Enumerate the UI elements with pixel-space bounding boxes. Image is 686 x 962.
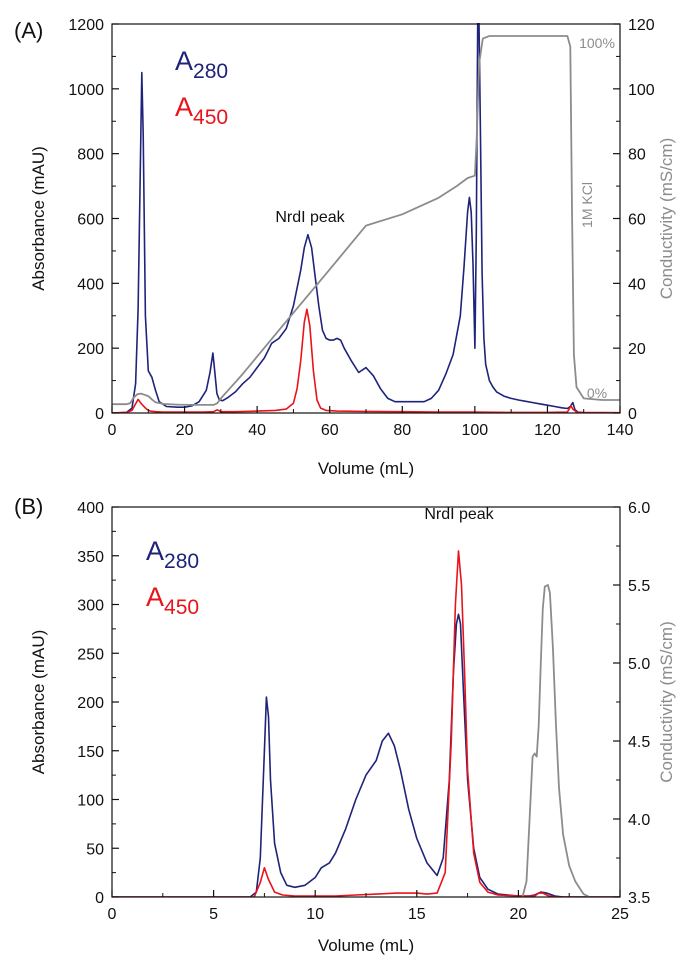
panel-a-series-a280	[112, 23, 620, 413]
panel-b-x-axis-label: Volume (mL)	[318, 936, 414, 955]
panel-b-panel-label: (B)	[14, 494, 43, 519]
panel-a-y-tick-label: 0	[95, 406, 104, 423]
panel-a-max-label: 100%	[579, 35, 615, 51]
panel-a-peak-label: NrdI peak	[275, 209, 345, 226]
panel-a-x-tick-label: 40	[248, 422, 266, 439]
panel-b-y-tick-label: 0	[95, 890, 104, 907]
panel-a-y-tick-label: 600	[77, 212, 104, 229]
panel-a-panel-label: (A)	[14, 18, 43, 43]
panel-b-series-a280	[112, 613, 620, 897]
panel-b-y-tick-label: 150	[77, 744, 104, 761]
panel-a-y2-axis-label: Conductivity (mS/cm)	[657, 138, 676, 300]
panel-a-y2-tick-label: 20	[628, 341, 646, 358]
panel-a-legend-main: A	[175, 46, 193, 76]
panel-a-x-tick-label: 60	[321, 422, 339, 439]
panel-a-y2-tick-label: 60	[628, 212, 646, 229]
panel-a-legend-main: A	[175, 92, 193, 122]
panel-a-y-tick-label: 1200	[68, 17, 104, 34]
panel-a-y-axis-label: Absorbance (mAU)	[29, 146, 48, 291]
panel-b-y-axis-label: Absorbance (mAU)	[29, 630, 48, 775]
panel-a-y2-tick-label: 100	[628, 82, 655, 99]
panel-b-series-conductivity	[521, 584, 590, 897]
panel-a-series-conductivity	[112, 35, 620, 406]
panel-b-y-tick-label: 100	[77, 793, 104, 810]
panel-b-series-group	[112, 550, 620, 897]
panel-b-y2-tick-label: 4.0	[628, 812, 650, 829]
panel-b-y-tick-label: 50	[86, 841, 104, 858]
panel-b-x-tick-label: 0	[108, 906, 117, 923]
panel-a: 0 20 40 60 80 100 120 1400200400600800100012000…	[14, 17, 676, 478]
panel-a-y-tick-label: 200	[77, 341, 104, 358]
panel-a-legend-sub: 280	[193, 60, 228, 83]
panel-b-y2-tick-label: 4.5	[628, 734, 650, 751]
panel-b-y-tick-label: 400	[77, 500, 104, 517]
panel-b-x-tick-label: 15	[408, 906, 426, 923]
panel-a-legend-a450: A450	[175, 92, 228, 129]
panel-b-y-tick-label: 350	[77, 549, 104, 566]
panel-b-legend-a450: A450	[146, 582, 199, 619]
panel-b-x-tick-label: 20	[510, 906, 528, 923]
panel-b-series-a450	[112, 550, 620, 897]
panel-a-y2-tick-label: 40	[628, 276, 646, 293]
panel-b-x-tick-label: 5	[209, 906, 218, 923]
panel-b-y-tick-label: 200	[77, 695, 104, 712]
panel-a-x-tick-label: 140	[607, 422, 634, 439]
panel-a-y-tick-label: 1000	[68, 82, 104, 99]
panel-a-legend-sub: 450	[193, 106, 228, 129]
panel-a-y-tick-label: 400	[77, 276, 104, 293]
panel-a-plot-frame	[111, 23, 621, 414]
panel-b-y2-tick-label: 5.0	[628, 656, 650, 673]
panel-b-y-tick-label: 250	[77, 646, 104, 663]
panel-b-legend-main: A	[146, 582, 164, 612]
panel-a-y2-tick-label: 80	[628, 147, 646, 164]
panel-a-x-tick-label: 80	[393, 422, 411, 439]
panel-b-legend-a280: A280	[146, 536, 199, 573]
panel-b-y2-tick-label: 6.0	[628, 500, 650, 517]
panel-a-salt-label: 1M KCl	[579, 182, 595, 228]
panel-b-legend-sub: 280	[164, 550, 199, 573]
panel-b-y2-tick-label: 3.5	[628, 890, 650, 907]
panel-a-x-tick-label: 20	[176, 422, 194, 439]
panel-b-x-tick-label: 10	[306, 906, 324, 923]
panel-a-x-axis-label: Volume (mL)	[318, 459, 414, 478]
panel-a-x-tick-label: 0	[108, 422, 117, 439]
panel-a-y2-tick-label: 120	[628, 17, 655, 34]
panel-b: 0 5 10 15 20 250501001502002503003504003.54.0…	[14, 494, 676, 955]
panel-b-y-tick-label: 300	[77, 598, 104, 615]
panel-b-x-tick-label: 25	[611, 906, 629, 923]
panel-b-legend-sub: 450	[164, 596, 199, 619]
panel-a-y-tick-label: 800	[77, 147, 104, 164]
panel-a-y2-tick-label: 0	[628, 406, 637, 423]
panel-b-y2-tick-label: 5.5	[628, 578, 650, 595]
panel-a-min-label: 0%	[587, 385, 607, 401]
panel-b-y2-axis-label: Conductivity (mS/cm)	[657, 621, 676, 783]
panel-b-peak-label: NrdI peak	[424, 506, 494, 523]
panel-a-series-a450	[112, 308, 620, 413]
panel-a-x-tick-label: 100	[462, 422, 489, 439]
panel-a-x-tick-label: 120	[534, 422, 561, 439]
panel-b-legend-main: A	[146, 536, 164, 566]
panel-a-legend-a280: A280	[175, 46, 228, 83]
